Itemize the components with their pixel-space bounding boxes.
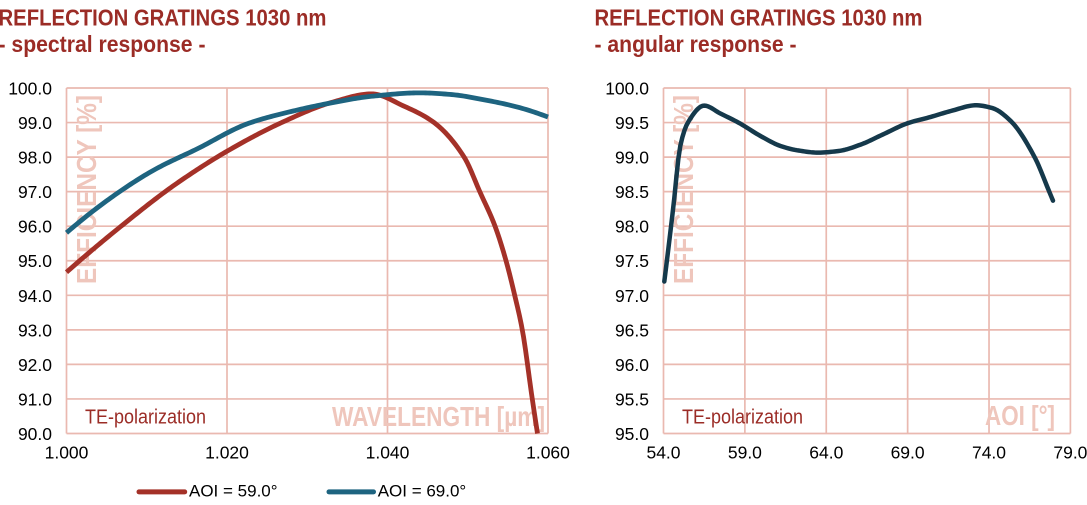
svg-text:59.0: 59.0 (728, 443, 762, 463)
svg-text:97.0: 97.0 (18, 182, 52, 202)
svg-text:69.0: 69.0 (891, 443, 925, 463)
svg-text:95.5: 95.5 (615, 389, 649, 409)
svg-text:94.0: 94.0 (18, 286, 52, 306)
svg-text:95.0: 95.0 (18, 251, 52, 271)
svg-text:TE-polarization: TE-polarization (682, 407, 803, 429)
svg-text:74.0: 74.0 (972, 443, 1006, 463)
svg-text:97.5: 97.5 (615, 251, 649, 271)
svg-text:REFLECTION GRATINGS 1030 nm: REFLECTION GRATINGS 1030 nm (0, 5, 327, 31)
svg-text:54.0: 54.0 (646, 443, 680, 463)
svg-text:96.5: 96.5 (615, 320, 649, 340)
svg-text:99.5: 99.5 (615, 113, 649, 133)
svg-text:99.0: 99.0 (615, 148, 649, 168)
svg-text:90.0: 90.0 (18, 424, 52, 444)
svg-text:1.020: 1.020 (205, 443, 249, 463)
svg-text:1.060: 1.060 (526, 443, 570, 463)
svg-text:AOI = 59.0°: AOI = 59.0° (189, 482, 278, 501)
svg-text:TE-polarization: TE-polarization (85, 407, 206, 429)
svg-text:AOI [°]: AOI [°] (985, 400, 1055, 431)
svg-text:99.0: 99.0 (18, 113, 52, 133)
svg-text:95.0: 95.0 (615, 424, 649, 444)
svg-text:96.0: 96.0 (18, 217, 52, 237)
svg-text:92.0: 92.0 (18, 355, 52, 375)
svg-text:79.0: 79.0 (1053, 443, 1087, 463)
svg-text:AOI = 69.0°: AOI = 69.0° (378, 482, 467, 501)
svg-text:100.0: 100.0 (8, 79, 52, 99)
svg-text:98.0: 98.0 (615, 217, 649, 237)
svg-text:- angular response -: - angular response - (595, 31, 797, 57)
svg-text:98.5: 98.5 (615, 182, 649, 202)
svg-text:91.0: 91.0 (18, 389, 52, 409)
svg-text:96.0: 96.0 (615, 355, 649, 375)
svg-text:1.040: 1.040 (366, 443, 410, 463)
svg-text:- spectral response -: - spectral response - (0, 31, 206, 57)
svg-text:100.0: 100.0 (605, 79, 649, 99)
svg-text:97.0: 97.0 (615, 286, 649, 306)
svg-text:98.0: 98.0 (18, 148, 52, 168)
svg-text:REFLECTION GRATINGS 1030 nm: REFLECTION GRATINGS 1030 nm (595, 5, 923, 31)
svg-text:WAVELENGTH [µm]: WAVELENGTH [µm] (332, 401, 545, 432)
svg-text:EFFICIENCY [%]: EFFICIENCY [%] (668, 95, 699, 284)
svg-text:93.0: 93.0 (18, 320, 52, 340)
svg-text:64.0: 64.0 (809, 443, 843, 463)
svg-text:1.000: 1.000 (45, 443, 89, 463)
